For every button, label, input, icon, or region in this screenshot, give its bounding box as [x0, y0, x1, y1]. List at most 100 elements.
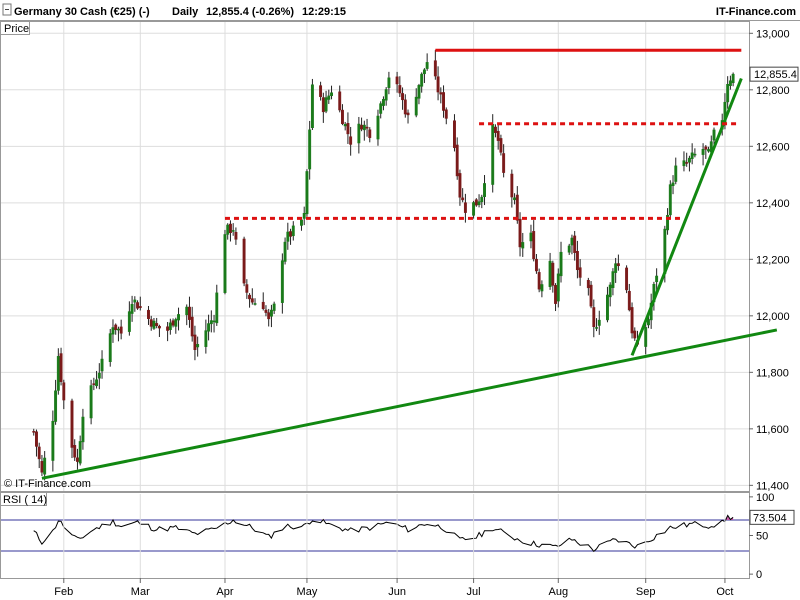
candle — [234, 227, 238, 245]
price-tick-label: 11,600 — [756, 424, 789, 436]
rsi-series — [33, 514, 734, 553]
candle — [228, 220, 232, 242]
candle — [406, 109, 410, 124]
candle — [54, 379, 58, 425]
candle — [349, 126, 353, 156]
time-tick-label: Oct — [716, 586, 733, 598]
candle — [147, 305, 150, 325]
trend-lines[interactable] — [41, 48, 778, 480]
candle — [37, 442, 41, 469]
candle — [168, 318, 172, 335]
candle — [420, 72, 424, 93]
candle — [116, 326, 120, 342]
support-line[interactable] — [41, 328, 778, 480]
candle — [114, 323, 118, 335]
candle — [444, 107, 448, 125]
candle — [687, 155, 691, 172]
candle — [387, 71, 391, 95]
candle — [368, 127, 372, 143]
price-panel[interactable] — [0, 21, 750, 492]
candle — [513, 193, 517, 205]
candle — [152, 317, 156, 330]
candle — [401, 87, 405, 110]
price-tick-label: 12,400 — [756, 198, 790, 210]
candle — [461, 188, 465, 203]
candle — [477, 194, 481, 208]
price-panel-tab — [0, 21, 30, 35]
last-price-label: 12,855.4 — [754, 69, 797, 81]
candle — [308, 120, 312, 180]
candle — [712, 127, 716, 145]
candle — [567, 243, 571, 255]
candle — [614, 257, 618, 283]
time-tick-label: Mar — [131, 586, 150, 598]
candle — [100, 350, 104, 379]
candle — [625, 265, 629, 294]
candle — [267, 308, 271, 327]
candle — [548, 252, 552, 290]
candle — [570, 234, 574, 255]
candle — [731, 72, 735, 87]
candle — [682, 151, 686, 172]
time-tick-label: May — [297, 586, 318, 598]
candle — [671, 175, 675, 195]
candle — [693, 148, 697, 158]
candle — [606, 286, 609, 323]
candle — [646, 316, 650, 329]
rsi-panel[interactable] — [0, 492, 750, 579]
candles — [32, 50, 735, 481]
candle — [324, 90, 328, 114]
candle — [575, 240, 579, 279]
candle — [608, 282, 612, 307]
candle — [149, 315, 153, 331]
candle — [310, 78, 314, 131]
candle — [108, 328, 112, 367]
candle — [272, 301, 276, 315]
candle — [510, 169, 514, 208]
candle — [133, 296, 137, 312]
candle — [177, 307, 180, 331]
candle — [595, 318, 598, 332]
candle — [666, 208, 670, 235]
candle — [381, 96, 385, 111]
candle — [357, 116, 361, 154]
candle — [597, 310, 601, 335]
candle — [455, 137, 459, 180]
candle — [250, 288, 254, 305]
candle — [130, 295, 134, 322]
candle — [690, 143, 694, 165]
candle — [395, 71, 399, 93]
candle — [43, 451, 47, 481]
candle — [433, 50, 437, 80]
candle — [726, 76, 730, 109]
candle — [196, 336, 200, 357]
time-axis: Feb Mar Apr May Jun Jul Aug Sep Oct — [54, 494, 733, 598]
candle — [89, 379, 93, 425]
toggle-icon[interactable] — [2, 3, 12, 16]
candle — [701, 143, 705, 166]
candle — [573, 230, 577, 261]
candle — [644, 320, 648, 355]
candle — [226, 223, 230, 240]
candle — [384, 87, 388, 106]
candle — [280, 253, 284, 314]
timeframe: Daily — [172, 6, 199, 18]
candle — [138, 296, 142, 311]
candle — [534, 254, 538, 274]
candle — [458, 169, 462, 206]
candle — [97, 363, 101, 390]
candle — [119, 319, 123, 340]
candle — [616, 254, 620, 271]
candle — [453, 114, 456, 152]
candle — [414, 88, 418, 118]
candle — [92, 377, 96, 391]
candle — [73, 439, 77, 461]
candle — [586, 277, 590, 296]
candle — [611, 268, 615, 296]
candle — [242, 236, 246, 287]
price-grid — [1, 22, 749, 491]
candle — [338, 85, 342, 113]
candle — [668, 180, 672, 218]
candle — [245, 279, 249, 299]
